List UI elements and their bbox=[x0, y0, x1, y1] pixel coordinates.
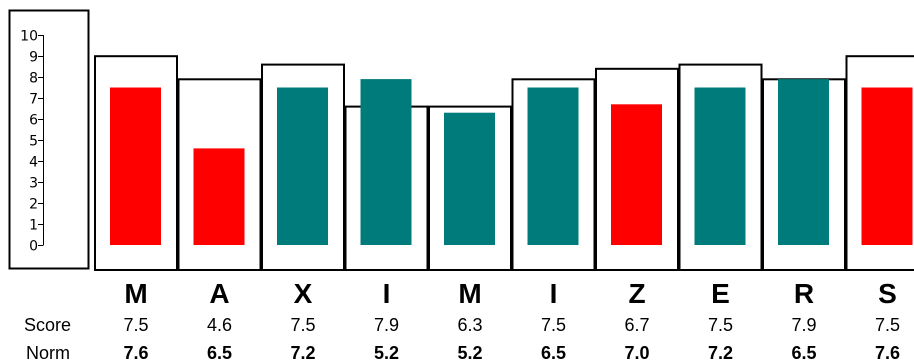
score-bar bbox=[444, 112, 495, 245]
score-value: 4.6 bbox=[207, 315, 232, 335]
category-label: S bbox=[878, 278, 897, 309]
norm-value: 6.5 bbox=[541, 343, 566, 363]
score-value: 7.9 bbox=[791, 315, 816, 335]
labels-group: M 7.5 7.6 A 4.6 6.5 X 7.5 7.2 I 7.9 5.2 M 6.3 5.2 I 7.5 6… bbox=[123, 278, 900, 363]
score-bar bbox=[611, 104, 662, 245]
score-value: 7.9 bbox=[374, 315, 399, 335]
y-axis-frame bbox=[8, 9, 90, 270]
norm-value: 7.6 bbox=[123, 343, 148, 363]
norm-value: 7.6 bbox=[875, 343, 900, 363]
y-tick-label: 8 bbox=[29, 71, 38, 87]
score-value: 7.5 bbox=[708, 315, 733, 335]
category-label: X bbox=[294, 278, 313, 309]
norm-row-label: Norm bbox=[26, 343, 70, 363]
norm-value: 5.2 bbox=[457, 343, 482, 363]
y-tick-label: 1 bbox=[29, 218, 38, 234]
norm-value: 6.5 bbox=[791, 343, 816, 363]
score-value: 6.3 bbox=[457, 315, 482, 335]
score-value: 7.5 bbox=[875, 315, 900, 335]
category-label: M bbox=[124, 278, 147, 309]
score-bar bbox=[778, 79, 829, 245]
score-bar bbox=[110, 87, 161, 245]
y-tick-label: 2 bbox=[29, 197, 38, 213]
norm-value: 7.2 bbox=[290, 343, 315, 363]
category-label: Z bbox=[628, 278, 645, 309]
category-label: I bbox=[550, 278, 558, 309]
y-tick-label: 7 bbox=[29, 92, 38, 108]
score-value: 7.5 bbox=[541, 315, 566, 335]
category-label: M bbox=[458, 278, 481, 309]
y-tick-label: 6 bbox=[29, 113, 38, 129]
norm-value: 5.2 bbox=[374, 343, 399, 363]
y-tick-label: 5 bbox=[29, 134, 38, 150]
score-bar bbox=[360, 79, 412, 245]
y-axis: 0 1 2 3 4 5 6 7 8 9 10 bbox=[8, 9, 90, 270]
y-tick-label: 4 bbox=[29, 155, 38, 171]
y-tick-label: 0 bbox=[29, 239, 38, 255]
category-label: A bbox=[209, 278, 229, 309]
bars-group bbox=[94, 55, 914, 272]
score-row-label: Score bbox=[24, 315, 71, 335]
score-bar bbox=[193, 148, 245, 245]
y-tick-label: 3 bbox=[29, 176, 38, 192]
score-bar bbox=[527, 87, 579, 245]
score-bar bbox=[861, 87, 913, 245]
category-label: E bbox=[711, 278, 730, 309]
category-label: I bbox=[383, 278, 391, 309]
score-bar bbox=[694, 87, 746, 245]
norm-value: 6.5 bbox=[207, 343, 232, 363]
score-value: 7.5 bbox=[290, 315, 315, 335]
y-tick-label: 9 bbox=[29, 50, 38, 66]
score-value: 7.5 bbox=[123, 315, 148, 335]
score-value: 6.7 bbox=[624, 315, 649, 335]
score-bar bbox=[277, 87, 328, 245]
norm-value: 7.2 bbox=[708, 343, 733, 363]
y-tick-label: 10 bbox=[20, 29, 38, 45]
norm-value: 7.0 bbox=[624, 343, 649, 363]
category-label: R bbox=[794, 278, 814, 309]
